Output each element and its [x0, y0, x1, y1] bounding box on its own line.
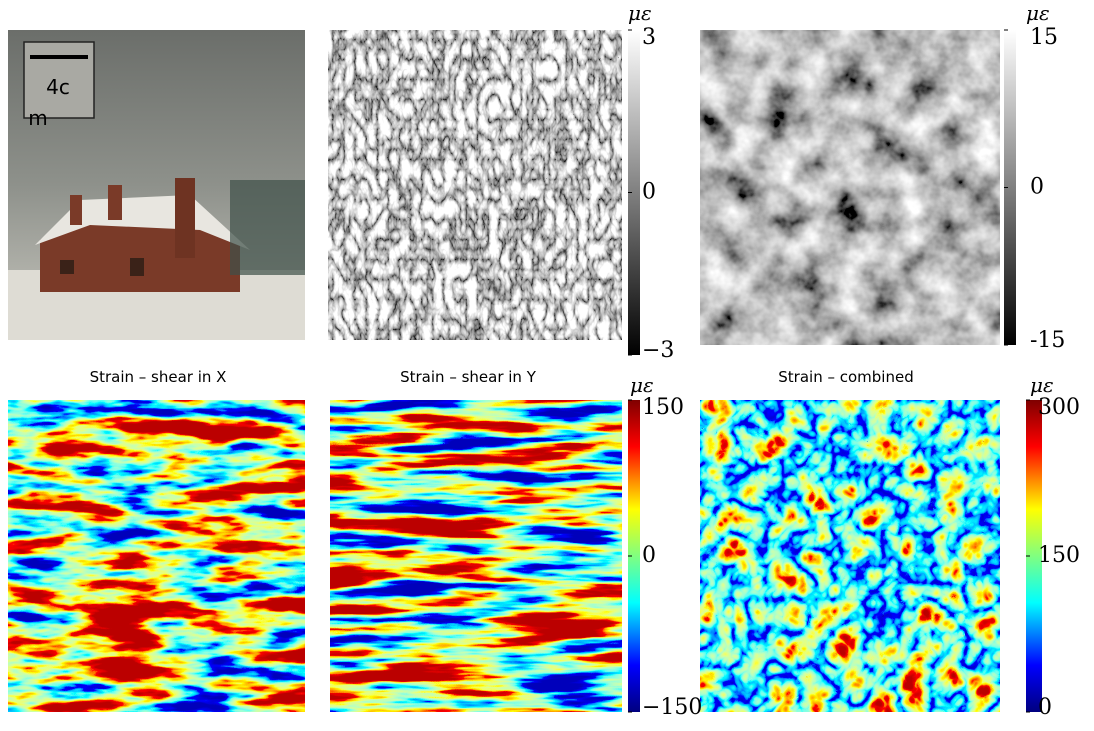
colorbar-tick-label: 15	[1030, 25, 1058, 50]
painting: 4c m	[8, 30, 305, 340]
colorbar-tick-label: 0	[1030, 175, 1044, 200]
colorbar	[1026, 400, 1042, 712]
colorbar-tick-label: −3	[642, 338, 674, 363]
colorbar-unit: με	[1030, 373, 1054, 397]
colorbar-tick-label: 150	[642, 395, 684, 420]
panel-title: Strain – shear in Y	[400, 368, 537, 386]
panel-title: Strain – combined	[778, 368, 913, 386]
colorbar	[1004, 30, 1016, 345]
strain-map	[700, 30, 1000, 345]
colorbar-tick-label: 0	[1038, 695, 1052, 720]
colorbar-unit: με	[1026, 1, 1050, 25]
colorbar-tick-label: 3	[642, 25, 656, 50]
colorbar-tick-label: 150	[1038, 543, 1080, 568]
colorbar-unit: με	[628, 1, 652, 25]
panel-title: Strain – shear in X	[90, 368, 227, 386]
strain-map	[329, 399, 623, 713]
colorbar-unit: με	[630, 373, 654, 397]
colorbar-tick-label: 0	[642, 180, 656, 205]
colorbar	[628, 400, 640, 712]
colorbar	[628, 30, 640, 355]
colorbar-tick-label: -15	[1030, 328, 1065, 353]
strain-map	[700, 400, 1000, 712]
colorbar-tick-label: 0	[642, 543, 656, 568]
strain-map	[7, 399, 306, 713]
colorbar-tick-label: 300	[1038, 395, 1080, 420]
scale-label: 4c	[46, 75, 70, 99]
scale-label: m	[28, 106, 47, 130]
strain-map	[328, 30, 622, 340]
colorbar-tick-label: −150	[642, 695, 702, 720]
